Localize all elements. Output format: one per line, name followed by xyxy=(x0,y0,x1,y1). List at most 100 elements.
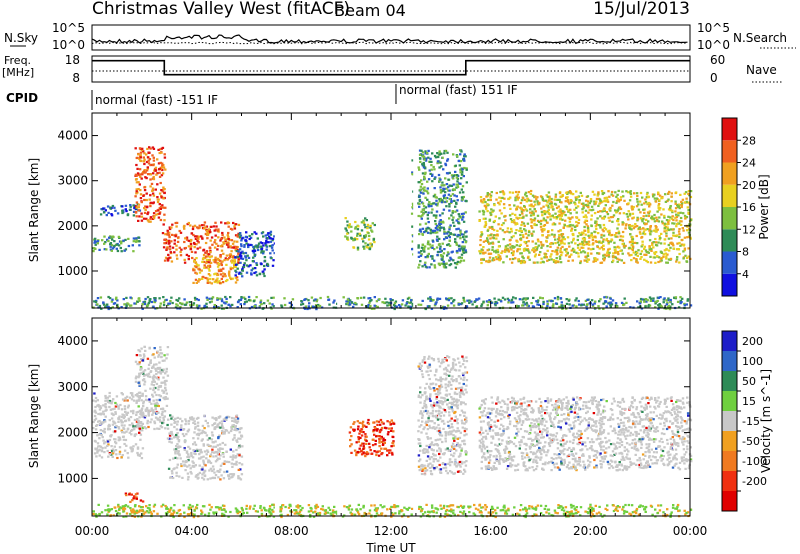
heatmap-cell xyxy=(227,303,230,306)
heatmap-cell xyxy=(233,428,236,431)
heatmap-cell xyxy=(571,259,574,262)
heatmap-cell xyxy=(207,267,210,270)
heatmap-cell xyxy=(193,242,196,246)
heatmap-cell xyxy=(196,235,199,238)
heatmap-cell xyxy=(654,251,658,254)
heatmap-cell xyxy=(225,297,228,300)
heatmap-cell xyxy=(636,254,639,257)
heatmap-cell xyxy=(641,240,644,243)
heatmap-cell xyxy=(539,195,543,198)
heatmap-cell xyxy=(511,212,514,215)
heatmap-cell xyxy=(125,210,128,213)
heatmap-cell xyxy=(432,214,436,217)
heatmap-cell xyxy=(149,164,152,167)
heatmap-cell xyxy=(530,302,533,305)
heatmap-cell xyxy=(491,227,494,230)
heatmap-cell xyxy=(225,242,228,245)
heatmap-cell xyxy=(448,217,451,220)
heatmap-cell xyxy=(642,208,645,211)
heatmap-cell xyxy=(520,260,523,263)
heatmap-cell xyxy=(554,203,558,206)
heatmap-cell xyxy=(126,428,130,431)
heatmap-cell xyxy=(573,249,576,252)
heatmap-cell xyxy=(109,242,113,245)
heatmap-cell xyxy=(515,195,518,198)
power-y-axis-label: Slant Range [km] xyxy=(27,158,41,262)
heatmap-cell xyxy=(209,239,212,242)
heatmap-cell xyxy=(256,237,259,240)
heatmap-cell xyxy=(439,222,443,225)
heatmap-cell xyxy=(225,416,228,419)
heatmap-cell xyxy=(584,203,587,207)
heatmap-cell xyxy=(92,420,95,424)
heatmap-cell xyxy=(172,418,176,422)
heatmap-cell xyxy=(352,305,355,308)
heatmap-cell xyxy=(519,206,522,209)
heatmap-cell xyxy=(271,249,274,252)
heatmap-cell xyxy=(565,302,569,305)
heatmap-cell xyxy=(241,445,244,448)
heatmap-cell xyxy=(686,206,689,209)
heatmap-cell xyxy=(428,243,432,246)
heatmap-cell xyxy=(545,239,548,242)
heatmap-cell xyxy=(423,263,427,266)
heatmap-cell xyxy=(107,455,110,458)
heatmap-cell xyxy=(220,423,224,426)
heatmap-cell xyxy=(155,363,158,366)
heatmap-cell xyxy=(639,232,642,235)
heatmap-cell xyxy=(137,206,140,209)
heatmap-cell xyxy=(678,207,681,210)
heatmap-cell xyxy=(551,250,554,253)
heatmap-cell xyxy=(460,233,464,236)
heatmap-cell xyxy=(643,247,646,250)
heatmap-cell xyxy=(212,445,215,448)
heatmap-cell xyxy=(608,231,611,234)
heatmap-cell xyxy=(427,247,430,250)
heatmap-cell xyxy=(217,268,221,271)
heatmap-cell xyxy=(159,368,162,372)
heatmap-cell xyxy=(193,449,197,453)
heatmap-cell xyxy=(147,414,150,417)
heatmap-cell xyxy=(135,413,138,416)
heatmap-cell xyxy=(647,305,650,308)
heatmap-cell xyxy=(575,305,578,308)
heatmap-cell xyxy=(524,229,527,232)
heatmap-cell xyxy=(435,214,438,217)
heatmap-cell xyxy=(465,230,468,233)
heatmap-cell xyxy=(189,470,192,474)
heatmap-cell xyxy=(574,228,577,232)
heatmap-cell xyxy=(423,186,426,189)
heatmap-cell xyxy=(455,176,459,179)
heatmap-cell xyxy=(137,349,140,352)
heatmap-cell xyxy=(458,248,461,251)
heatmap-cell xyxy=(129,204,132,207)
heatmap-cell xyxy=(504,249,507,252)
heatmap-cell xyxy=(430,168,433,171)
heatmap-cell xyxy=(374,426,377,430)
heatmap-cell xyxy=(497,298,500,301)
heatmap-cell xyxy=(135,394,138,397)
heatmap-cell xyxy=(181,302,184,305)
heatmap-cell xyxy=(374,439,377,442)
heatmap-cell xyxy=(251,267,255,270)
heatmap-cell xyxy=(229,276,232,279)
heatmap-cell xyxy=(387,449,390,452)
heatmap-cell xyxy=(141,500,145,503)
heatmap-cell xyxy=(126,406,130,409)
heatmap-cell xyxy=(184,237,187,240)
heatmap-cell xyxy=(450,214,453,217)
heatmap-cell xyxy=(217,228,220,231)
heatmap-cell xyxy=(316,305,319,308)
heatmap-cell xyxy=(205,434,209,437)
heatmap-cell xyxy=(455,201,458,204)
heatmap-cell xyxy=(235,245,238,248)
heatmap-cell xyxy=(254,267,257,270)
heatmap-cell xyxy=(411,171,414,174)
heatmap-cell xyxy=(170,437,173,440)
heatmap-cell xyxy=(188,464,191,467)
heatmap-cell xyxy=(534,249,537,252)
heatmap-cell xyxy=(443,194,446,197)
heatmap-cell xyxy=(587,228,590,232)
heatmap-cell xyxy=(212,476,215,479)
heatmap-cell xyxy=(554,198,557,201)
